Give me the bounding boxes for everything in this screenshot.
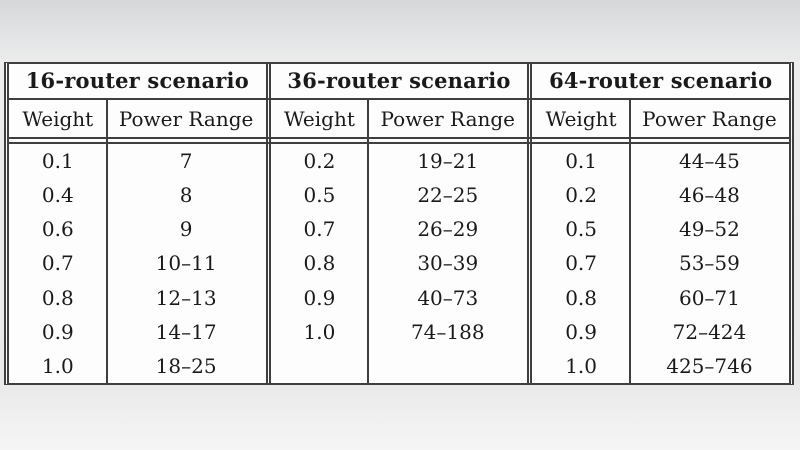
power-range-cell: 26–29 <box>417 217 479 242</box>
empty-row <box>271 349 528 383</box>
power-range-cell: 44–45 <box>678 149 740 174</box>
power-range-cell: 72–424 <box>672 319 747 344</box>
table-body: 0.1 44–45 0.2 46–48 0.5 49–52 0.7 53–59 … <box>532 144 789 383</box>
column-header-row: Weight Power Range <box>532 100 789 137</box>
table-body: 0.1 7 0.4 8 0.6 9 0.7 10–11 0.8 12–13 0.… <box>9 144 266 383</box>
weight-cell: 0.1 <box>565 149 598 174</box>
scenario-table-36: 36-router scenario Weight Power Range 0.… <box>271 64 528 383</box>
table-row: 0.2 19–21 <box>271 144 528 178</box>
column-divider <box>367 100 370 383</box>
power-range-cell: 12–13 <box>155 285 217 310</box>
column-header-power-range: Power Range <box>642 106 777 131</box>
weight-cell: 0.5 <box>303 183 336 208</box>
weight-cell: 0.7 <box>303 217 336 242</box>
power-range-cell: 8 <box>179 183 193 208</box>
weight-cell: 0.1 <box>41 149 74 174</box>
power-range-cell: 22–25 <box>417 183 479 208</box>
scenario-table-16: 16-router scenario Weight Power Range 0.… <box>9 64 266 383</box>
scenario-table-64: 64-router scenario Weight Power Range 0.… <box>532 64 789 383</box>
table-title: 16-router scenario <box>25 68 249 93</box>
column-divider <box>105 100 108 383</box>
table-row: 0.5 22–25 <box>271 178 528 212</box>
weight-cell: 0.9 <box>565 319 598 344</box>
table-row: 0.9 72–424 <box>532 315 789 349</box>
table-row: 0.8 12–13 <box>9 281 266 315</box>
router-power-range-table: 16-router scenario Weight Power Range 0.… <box>4 62 794 385</box>
power-range-cell: 49–52 <box>678 217 740 242</box>
power-range-cell: 30–39 <box>417 251 479 276</box>
weight-cell: 0.6 <box>41 217 74 242</box>
weight-cell: 1.0 <box>303 319 336 344</box>
weight-cell: 0.5 <box>565 217 598 242</box>
weight-cell: 0.4 <box>41 183 74 208</box>
table-row: 1.0 74–188 <box>271 315 528 349</box>
weight-cell: 0.2 <box>565 183 598 208</box>
table-row: 0.6 9 <box>9 212 266 246</box>
table-row: 0.9 40–73 <box>271 281 528 315</box>
table-row: 0.5 49–52 <box>532 212 789 246</box>
column-header-weight: Weight <box>22 106 94 131</box>
scenario-divider <box>527 64 533 383</box>
table-body: 0.2 19–21 0.5 22–25 0.7 26–29 0.8 30–39 … <box>271 144 528 383</box>
power-range-cell: 18–25 <box>155 353 217 378</box>
column-header-row: Weight Power Range <box>271 100 528 137</box>
power-range-cell: 19–21 <box>417 149 479 174</box>
table-row: 1.0 18–25 <box>9 349 266 383</box>
weight-cell: 0.2 <box>303 149 336 174</box>
power-range-cell: 53–59 <box>678 251 740 276</box>
table-row: 0.4 8 <box>9 178 266 212</box>
column-divider <box>628 100 631 383</box>
double-rule-line <box>9 137 789 144</box>
table-title: 36-router scenario <box>287 68 511 93</box>
weight-cell: 0.7 <box>41 251 74 276</box>
weight-cell: 0.8 <box>565 285 598 310</box>
weight-cell: 0.8 <box>41 285 74 310</box>
header-rule-line <box>9 98 789 100</box>
column-header-power-range: Power Range <box>380 106 516 131</box>
power-range-cell-empty <box>368 349 527 383</box>
scenario-divider <box>265 64 271 383</box>
power-range-cell: 14–17 <box>155 319 217 344</box>
weight-cell: 1.0 <box>41 353 74 378</box>
power-range-cell: 7 <box>179 149 193 174</box>
table-row: 0.8 30–39 <box>271 246 528 280</box>
power-range-cell: 46–48 <box>678 183 740 208</box>
weight-cell: 0.8 <box>303 251 336 276</box>
weight-cell: 1.0 <box>565 353 598 378</box>
power-range-cell: 74–188 <box>410 319 485 344</box>
table-row: 0.7 53–59 <box>532 246 789 280</box>
weight-cell: 0.9 <box>41 319 74 344</box>
column-header-weight: Weight <box>283 106 355 131</box>
table-row: 0.7 10–11 <box>9 246 266 280</box>
column-header-weight: Weight <box>545 106 617 131</box>
column-header-row: Weight Power Range <box>9 100 266 137</box>
table-row: 1.0 425–746 <box>532 349 789 383</box>
table-title: 64-router scenario <box>549 68 773 93</box>
column-header-power-range: Power Range <box>118 106 254 131</box>
table-row: 0.1 44–45 <box>532 144 789 178</box>
power-range-cell: 10–11 <box>155 251 217 276</box>
table-row: 0.8 60–71 <box>532 281 789 315</box>
table-row: 0.2 46–48 <box>532 178 789 212</box>
power-range-cell: 40–73 <box>417 285 479 310</box>
weight-cell-empty <box>271 349 369 383</box>
table-row: 0.9 14–17 <box>9 315 266 349</box>
table-row: 0.7 26–29 <box>271 212 528 246</box>
power-range-cell: 60–71 <box>678 285 740 310</box>
power-range-cell: 425–746 <box>666 353 753 378</box>
table-row: 0.1 7 <box>9 144 266 178</box>
weight-cell: 0.7 <box>565 251 598 276</box>
power-range-cell: 9 <box>179 217 193 242</box>
weight-cell: 0.9 <box>303 285 336 310</box>
